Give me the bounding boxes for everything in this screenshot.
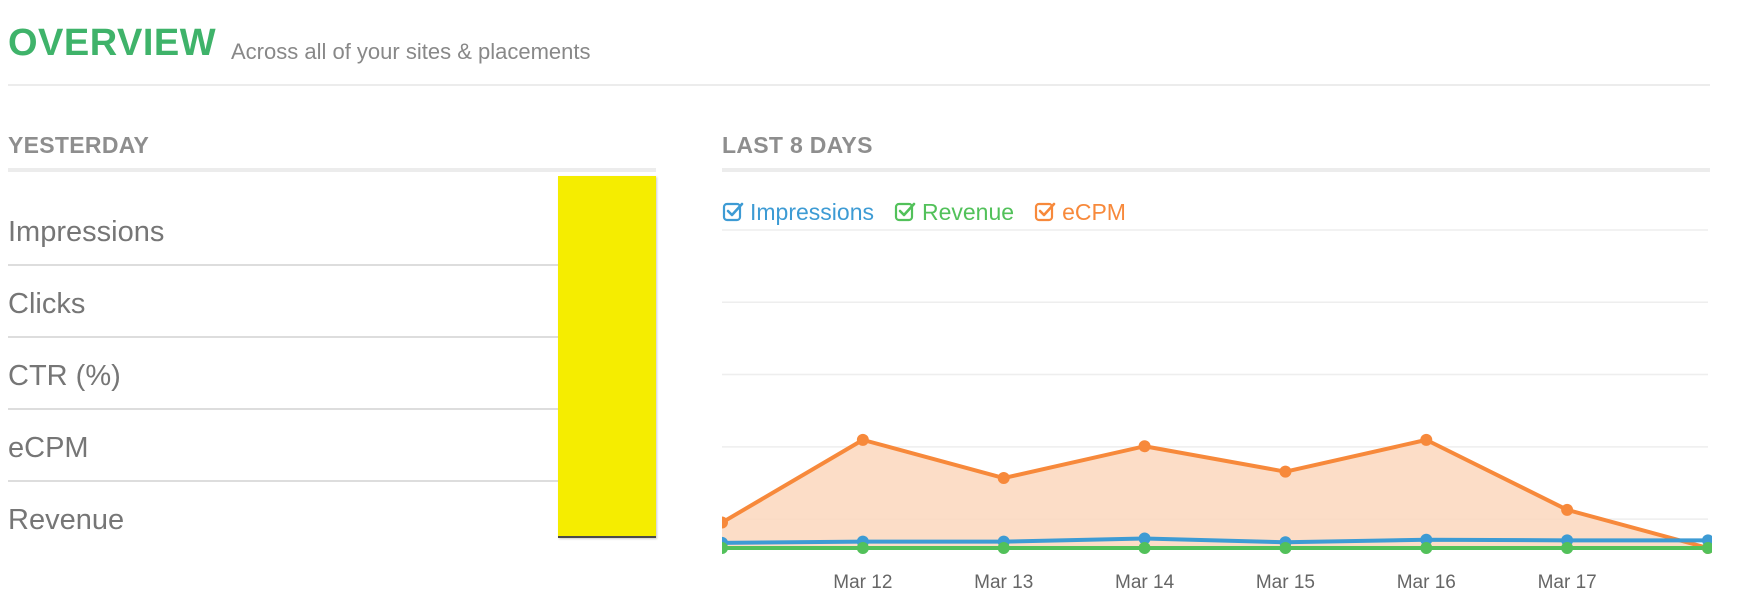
data-point-revenue — [722, 542, 728, 554]
data-point-impressions — [1420, 533, 1433, 546]
legend-label-impressions: Impressions — [750, 198, 874, 225]
legend-toggle-revenue[interactable]: Revenue — [894, 199, 1014, 226]
data-point-revenue — [1702, 542, 1712, 554]
data-point-ecpm — [722, 516, 728, 529]
x-tick-label: Mar 14 — [1115, 572, 1175, 593]
stat-row-clicks: Clicks — [8, 264, 560, 338]
data-point-impressions — [1138, 532, 1151, 545]
stat-row-ctr: CTR (%) — [8, 336, 560, 410]
page-title: OVERVIEW — [8, 22, 217, 64]
data-point-ecpm — [1420, 433, 1433, 446]
data-point-ecpm — [1279, 465, 1292, 478]
stat-row-ecpm: eCPM — [8, 408, 560, 482]
checkbox-checked-icon — [722, 202, 744, 222]
redacted-values-block — [558, 176, 656, 538]
last-8-days-chart: Mar 12 Mar 13 Mar 14 Mar 15 Mar 16 Mar 17 — [722, 229, 1712, 593]
checkbox-checked-icon — [894, 202, 916, 222]
stat-label: CTR (%) — [8, 360, 121, 392]
last-8-days-section-title: LAST 8 DAYS — [722, 132, 873, 158]
data-point-ecpm — [997, 472, 1010, 485]
series-line-impressions — [722, 536, 1708, 545]
x-tick-label: Mar 12 — [833, 572, 892, 593]
data-point-ecpm — [1138, 440, 1151, 453]
data-point-revenue — [997, 542, 1010, 554]
x-tick-label: Mar 16 — [1397, 572, 1456, 593]
x-tick-label: Mar 17 — [1538, 572, 1597, 593]
legend-label-ecpm: eCPM — [1062, 198, 1126, 225]
data-point-revenue — [856, 542, 869, 554]
legend-toggle-impressions[interactable]: Impressions — [722, 199, 874, 226]
data-point-revenue — [1561, 542, 1574, 554]
checkbox-checked-icon — [1034, 202, 1056, 222]
data-point-ecpm — [1561, 503, 1574, 516]
data-point-revenue — [1138, 542, 1151, 554]
page-subtitle: Across all of your sites & placements — [231, 39, 591, 64]
data-point-ecpm — [856, 433, 869, 446]
data-point-revenue — [1279, 542, 1292, 554]
data-point-revenue — [1420, 542, 1433, 554]
stat-row-impressions: Impressions — [8, 192, 560, 266]
series-line-ecpm — [722, 437, 1709, 550]
chart-legend: Impressions Revenue eCPM — [722, 194, 1126, 230]
stat-label: eCPM — [8, 432, 89, 464]
series-area-ecpm — [722, 439, 1708, 548]
legend-label-revenue: Revenue — [921, 198, 1015, 225]
last-8-days-divider — [722, 168, 1710, 172]
stat-row-revenue: Revenue — [8, 480, 560, 552]
overview-header: OVERVIEW Across all of your sites & plac… — [8, 22, 1710, 86]
x-tick-label: Mar 15 — [1256, 572, 1315, 593]
yesterday-divider — [8, 168, 656, 172]
legend-toggle-ecpm[interactable]: eCPM — [1034, 199, 1126, 226]
yesterday-section-title: YESTERDAY — [8, 132, 150, 158]
x-tick-label: Mar 13 — [974, 572, 1033, 593]
stat-label: Impressions — [8, 216, 165, 248]
stat-label: Clicks — [8, 288, 86, 320]
stat-label: Revenue — [8, 504, 125, 536]
